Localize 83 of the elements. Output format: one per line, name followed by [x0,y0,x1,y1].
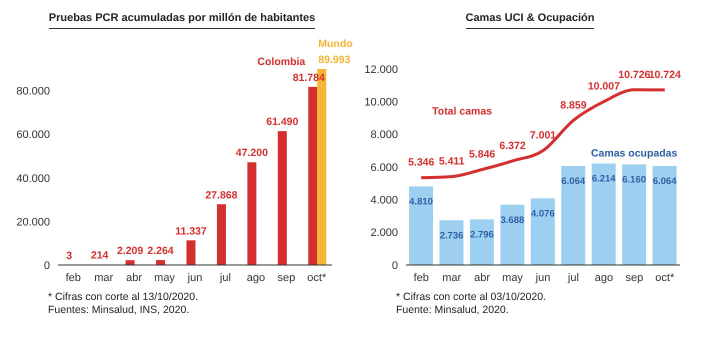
bar [156,260,166,265]
bar [216,204,226,265]
x-tick-label: may [154,272,176,284]
text: Total camas [432,106,492,118]
data-label: 2.736 [440,230,464,242]
bar [530,198,555,265]
text: * Cifras con corte al 03/10/2020. [396,291,546,304]
y-tick-label: 12.000 [364,64,398,76]
bar [126,260,135,265]
bar [278,131,287,265]
data-label: 6.064 [652,176,678,187]
data-label: 10.007 [588,80,620,93]
source-note: Fuente: Minsalud, 2020. [396,304,510,317]
data-label: 89.993 [318,54,351,66]
data-label: 47.200 [236,147,268,160]
x-tick-label: may [502,272,524,284]
data-label: 11.337 [175,225,207,238]
data-label: 214 [90,250,109,262]
x-tick-label: jun [186,272,202,284]
data-label: 6.160 [622,174,646,186]
y-tick-label: 60.000 [16,129,50,142]
data-label: 2.264 [147,245,174,258]
data-label: 5.346 [408,156,435,169]
data-label: 27.868 [205,189,238,202]
data-label: 2.209 [116,245,144,258]
y-tick-label: 6.000 [370,162,398,174]
data-label: 6.064 [561,176,586,187]
x-tick-label: jun [534,272,550,284]
data-label: 4.076 [530,208,555,220]
y-tick-label: 4.000 [370,194,398,207]
series-label: Camas ocupadas [590,147,678,160]
data-label: 3 [66,250,72,262]
series-label: Colombia [257,56,306,68]
data-label: 10.724 [648,68,681,81]
data-label: 2.796 [470,229,494,240]
y-tick-label: 0 [392,260,398,272]
series-label: Mundo [318,38,353,50]
chart-title: Pruebas PCR acumuladas por millón de habitantes [48,12,316,29]
data-label: 7.001 [530,130,556,142]
data-label: 10.726 [618,68,651,81]
x-tick-label: feb [66,272,81,284]
data-label: 3.688 [500,214,524,226]
chart-title: Camas UCI & Ocupación [466,12,594,29]
x-tick-label: oct* [307,272,327,284]
bar [186,240,196,265]
y-tick-label: 80.000 [16,86,50,98]
bar [308,86,318,265]
data-label: 61.490 [266,116,299,128]
data-label: 6.372 [499,140,526,152]
x-tick-label: sep [625,272,644,284]
y-tick-label: 10.000 [364,96,398,109]
bar [561,166,586,265]
x-tick-label: mar [442,272,462,284]
x-tick-label: ago [246,272,266,284]
bar [439,220,464,265]
x-tick-label: mar [94,272,114,284]
x-tick-label: ago [594,272,614,284]
y-tick-label: 20.000 [16,216,50,228]
x-tick-label: sep [277,272,296,284]
y-tick-label: 40.000 [16,172,50,185]
data-label: 4.810 [409,196,433,208]
data-label: 8.859 [560,99,587,112]
x-tick-label: feb [414,272,429,284]
data-label: 6.214 [592,174,616,185]
bar [470,219,494,265]
bar [247,162,256,265]
x-tick-label: oct* [655,272,675,284]
y-tick-label: 8.000 [370,129,398,142]
y-tick-label: 2.000 [370,227,398,240]
bar [652,166,677,265]
x-tick-label: abr [126,272,142,284]
data-label: 5.411 [438,156,465,168]
x-tick-label: jul [566,272,579,284]
text: * Cifras con corte al 13/10/2020. [48,291,198,304]
bar [622,164,646,265]
source-note: Fuentes: Minsalud, INS, 2020. [48,304,190,317]
data-label: 5.846 [468,148,496,161]
x-tick-label: jul [218,272,231,284]
x-tick-label: abr [474,272,490,284]
bar [500,204,524,265]
bar [592,164,616,265]
bar [409,186,434,265]
y-tick-label: 0 [44,260,50,272]
